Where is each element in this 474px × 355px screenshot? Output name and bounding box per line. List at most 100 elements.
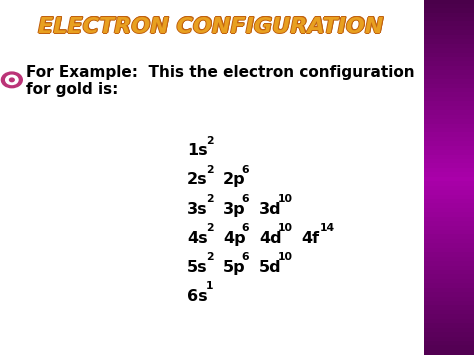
Text: 3d: 3d — [259, 202, 282, 217]
Bar — [424, 168, 474, 173]
Bar — [424, 217, 474, 222]
Bar — [424, 181, 474, 186]
Bar — [424, 345, 474, 351]
Text: for gold is:: for gold is: — [26, 82, 118, 97]
Text: 2: 2 — [206, 252, 213, 262]
Bar — [424, 70, 474, 75]
Bar — [424, 8, 474, 13]
Text: 2: 2 — [206, 223, 213, 233]
Bar — [424, 350, 474, 355]
Bar — [424, 84, 474, 89]
Bar — [424, 328, 474, 333]
Bar — [424, 292, 474, 297]
Bar — [424, 203, 474, 208]
Bar — [424, 159, 474, 164]
Bar — [424, 115, 474, 120]
Bar — [424, 4, 474, 9]
Text: ELECTRON CONFIGURATION: ELECTRON CONFIGURATION — [38, 16, 383, 36]
Bar — [424, 26, 474, 31]
Bar — [424, 239, 474, 244]
Bar — [424, 212, 474, 217]
Bar — [424, 61, 474, 67]
Text: 4s: 4s — [187, 231, 208, 246]
Circle shape — [9, 78, 14, 82]
Bar — [424, 12, 474, 18]
Bar — [424, 110, 474, 115]
Bar — [424, 274, 474, 280]
Text: 2s: 2s — [187, 173, 208, 187]
Text: 2: 2 — [206, 165, 213, 175]
Text: 5p: 5p — [223, 260, 246, 275]
Bar — [424, 0, 474, 4]
Bar — [424, 17, 474, 22]
Bar — [424, 315, 474, 320]
Bar — [424, 270, 474, 275]
Text: 6: 6 — [242, 165, 249, 175]
Bar — [424, 163, 474, 169]
Bar — [424, 66, 474, 71]
Text: 3s: 3s — [187, 202, 208, 217]
Bar — [424, 79, 474, 84]
Bar — [424, 44, 474, 49]
Bar — [424, 155, 474, 160]
Circle shape — [6, 75, 18, 84]
Text: 10: 10 — [278, 223, 292, 233]
Text: ELECTRON CONFIGURATION: ELECTRON CONFIGURATION — [39, 17, 384, 37]
Text: 6: 6 — [242, 194, 249, 204]
Bar — [424, 261, 474, 266]
Bar — [424, 132, 474, 137]
Text: 5s: 5s — [187, 260, 208, 275]
Text: 6: 6 — [242, 223, 249, 233]
Text: 4d: 4d — [259, 231, 282, 246]
Bar — [424, 75, 474, 80]
Bar — [424, 39, 474, 44]
Text: ELECTRON CONFIGURATION: ELECTRON CONFIGURATION — [37, 17, 383, 37]
Bar — [424, 226, 474, 231]
Text: ELECTRON CONFIGURATION: ELECTRON CONFIGURATION — [37, 16, 383, 36]
Bar — [424, 319, 474, 324]
Text: 2p: 2p — [223, 173, 246, 187]
Bar — [424, 221, 474, 226]
Bar — [424, 57, 474, 62]
Bar — [424, 106, 474, 111]
Text: 14: 14 — [320, 223, 335, 233]
Bar — [424, 288, 474, 293]
Bar — [424, 283, 474, 288]
Bar — [424, 279, 474, 284]
Bar — [424, 141, 474, 146]
Text: 6s: 6s — [187, 289, 208, 304]
Bar — [424, 341, 474, 346]
Bar — [424, 88, 474, 93]
Bar — [424, 35, 474, 40]
Text: 6: 6 — [242, 252, 249, 262]
Bar — [424, 119, 474, 124]
Bar — [424, 257, 474, 262]
Bar — [424, 190, 474, 195]
Bar — [424, 296, 474, 302]
Text: For Example:  This the electron configuration: For Example: This the electron configura… — [26, 65, 415, 80]
Bar — [424, 173, 474, 178]
Bar — [424, 337, 474, 342]
Bar — [424, 146, 474, 151]
Bar — [424, 186, 474, 191]
Bar — [424, 234, 474, 240]
Bar — [424, 332, 474, 337]
Bar — [424, 248, 474, 253]
Text: ELECTRON CONFIGURATION: ELECTRON CONFIGURATION — [38, 17, 383, 37]
Bar — [424, 53, 474, 58]
Text: 3p: 3p — [223, 202, 246, 217]
Text: 2: 2 — [206, 136, 213, 146]
Text: 10: 10 — [278, 252, 292, 262]
Bar — [424, 128, 474, 133]
Bar — [424, 252, 474, 257]
Text: 4p: 4p — [223, 231, 246, 246]
Bar — [424, 124, 474, 129]
Text: 1s: 1s — [187, 143, 208, 158]
Text: 2: 2 — [206, 194, 213, 204]
Bar — [424, 177, 474, 182]
Text: 10: 10 — [278, 194, 292, 204]
Bar — [424, 93, 474, 98]
Bar — [424, 97, 474, 102]
Bar — [424, 21, 474, 27]
Text: 5d: 5d — [259, 260, 282, 275]
